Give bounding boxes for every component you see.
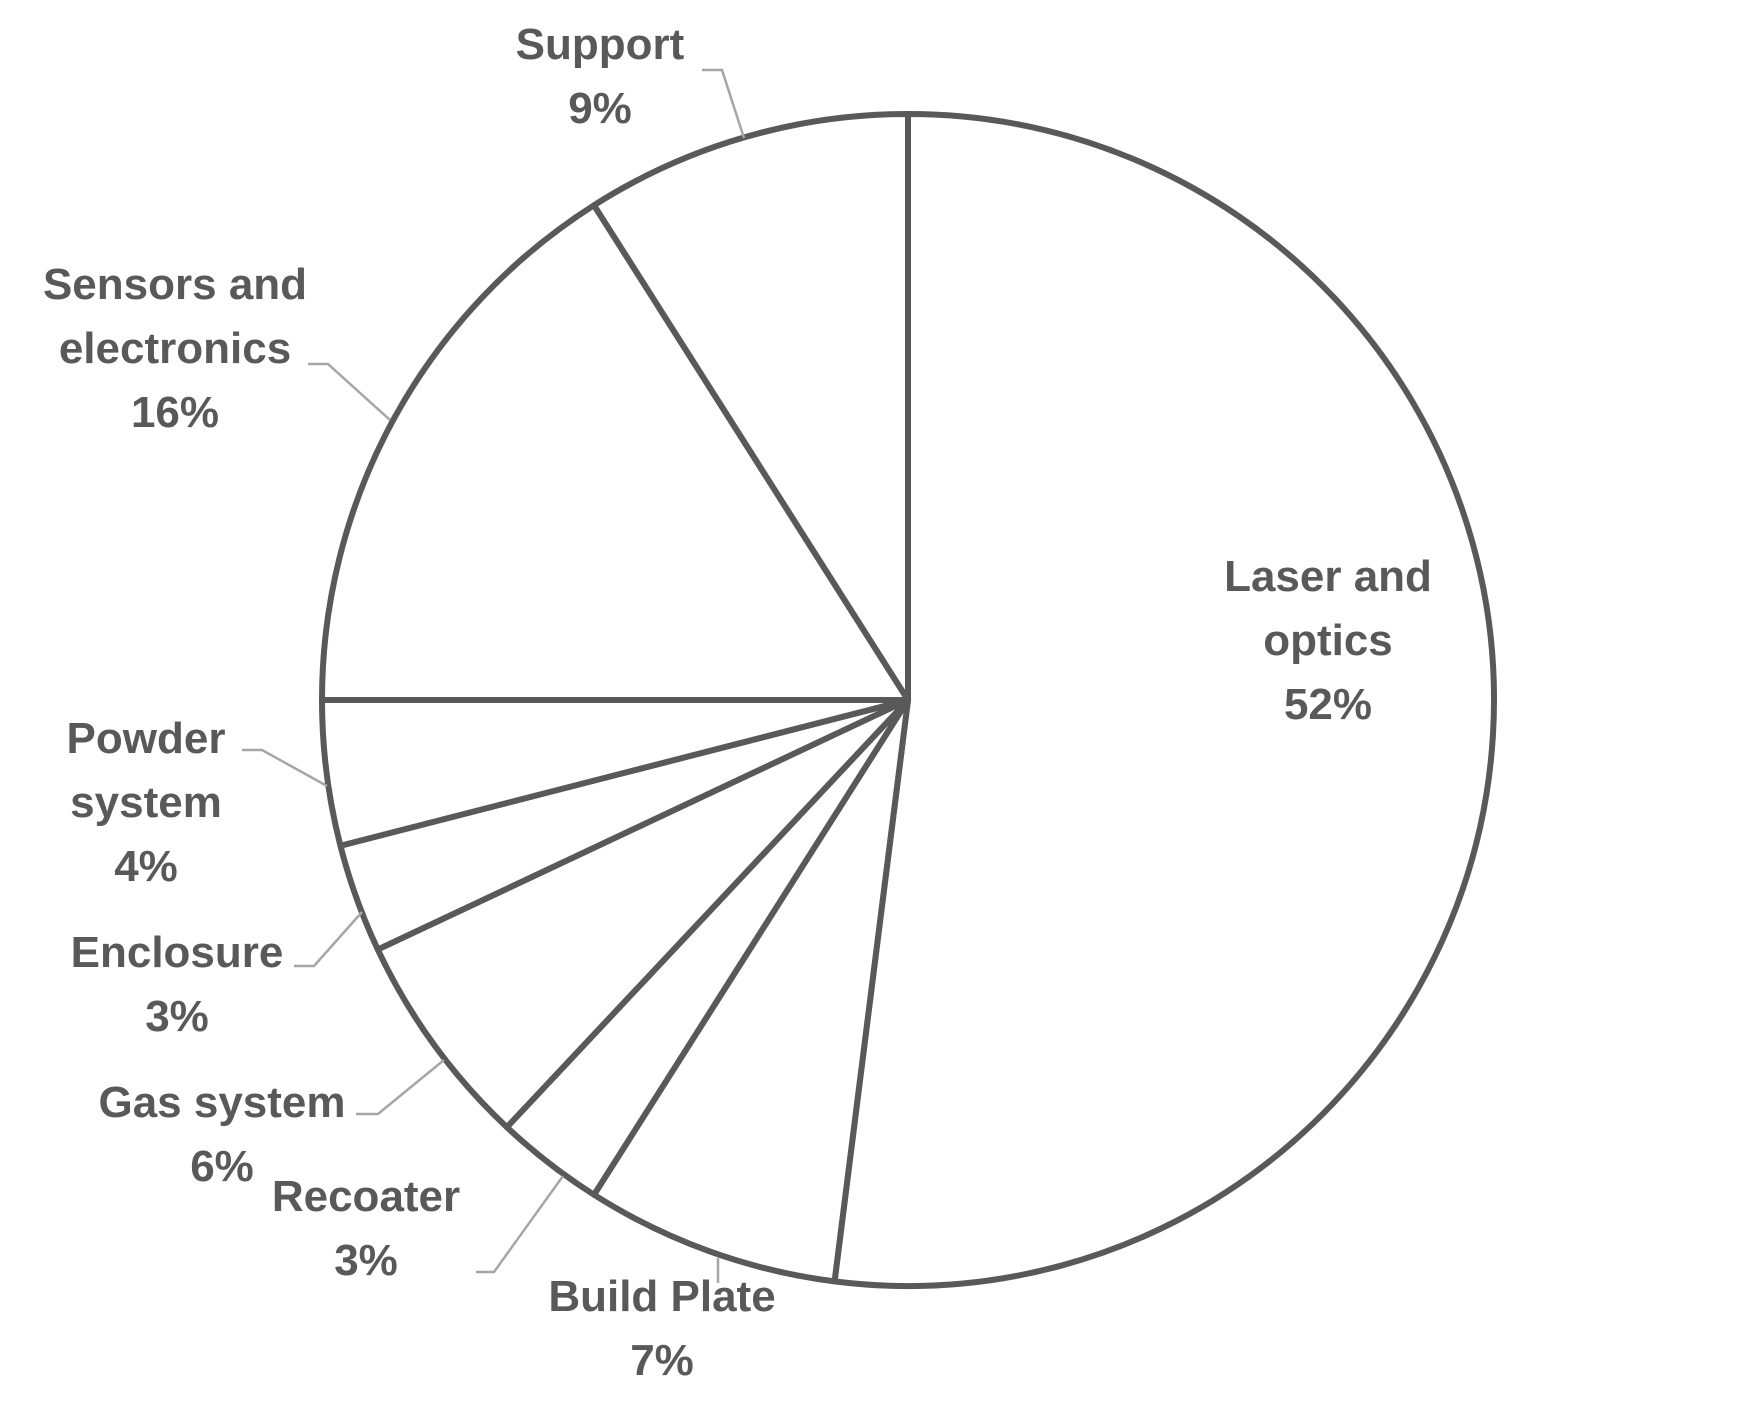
pie-slice-gas-system bbox=[374, 697, 911, 1131]
labels-layer: Laser and optics 52% Build Plate 7% Recoater 3… bbox=[43, 20, 1432, 1385]
slice-percent-label: 4% bbox=[114, 842, 178, 891]
pie-slice-sensors-and-electronics bbox=[319, 202, 911, 703]
leader-lines-layer bbox=[242, 68, 746, 1283]
leader-line-recoater bbox=[476, 1175, 565, 1274]
slice-percent-label: 16% bbox=[131, 388, 219, 437]
slice-category-label: Build Plate bbox=[548, 1272, 775, 1321]
data-label-powder-system: Powder system 4% bbox=[67, 714, 226, 891]
slice-category-label: Recoater bbox=[272, 1172, 460, 1221]
slice-category-label: Gas system bbox=[98, 1078, 345, 1127]
pie-slice-laser-and-optics bbox=[831, 111, 1497, 1289]
slice-category-label: Enclosure bbox=[71, 928, 284, 977]
data-label-build-plate: Build Plate 7% bbox=[548, 1272, 775, 1385]
slice-percent-label: 3% bbox=[334, 1236, 398, 1285]
slice-category-label: system bbox=[70, 778, 222, 827]
slice-category-label: Sensors and bbox=[43, 260, 307, 309]
leader-line-powder-system bbox=[242, 748, 328, 788]
slice-percent-label: 9% bbox=[568, 84, 632, 133]
slices-layer bbox=[319, 111, 1497, 1289]
data-label-laser-and-optics: Laser and optics 52% bbox=[1224, 552, 1432, 729]
slice-category-label: Powder bbox=[67, 714, 226, 763]
leader-line-support bbox=[702, 68, 746, 139]
slice-category-label: electronics bbox=[59, 324, 291, 373]
data-label-enclosure: Enclosure 3% bbox=[71, 928, 284, 1041]
slice-percent-label: 3% bbox=[145, 992, 209, 1041]
slice-percent-label: 7% bbox=[630, 1336, 694, 1385]
slice-category-label: optics bbox=[1263, 616, 1393, 665]
pie-slice-build-plate bbox=[591, 697, 911, 1285]
data-label-gas-system: Gas system 6% bbox=[98, 1078, 345, 1191]
slice-percent-label: 6% bbox=[190, 1142, 254, 1191]
leader-line-enclosure bbox=[294, 911, 363, 968]
leader-line-sensors-and-electronics bbox=[308, 362, 391, 421]
leader-line-gas-system bbox=[356, 1059, 445, 1116]
data-label-support: Support 9% bbox=[516, 20, 685, 133]
data-label-recoater: Recoater 3% bbox=[272, 1172, 460, 1285]
slice-percent-label: 52% bbox=[1284, 680, 1372, 729]
slice-category-label: Laser and bbox=[1224, 552, 1432, 601]
slice-category-label: Support bbox=[516, 20, 685, 69]
data-label-sensors-and-electronics: Sensors and electronics 16% bbox=[43, 260, 307, 437]
